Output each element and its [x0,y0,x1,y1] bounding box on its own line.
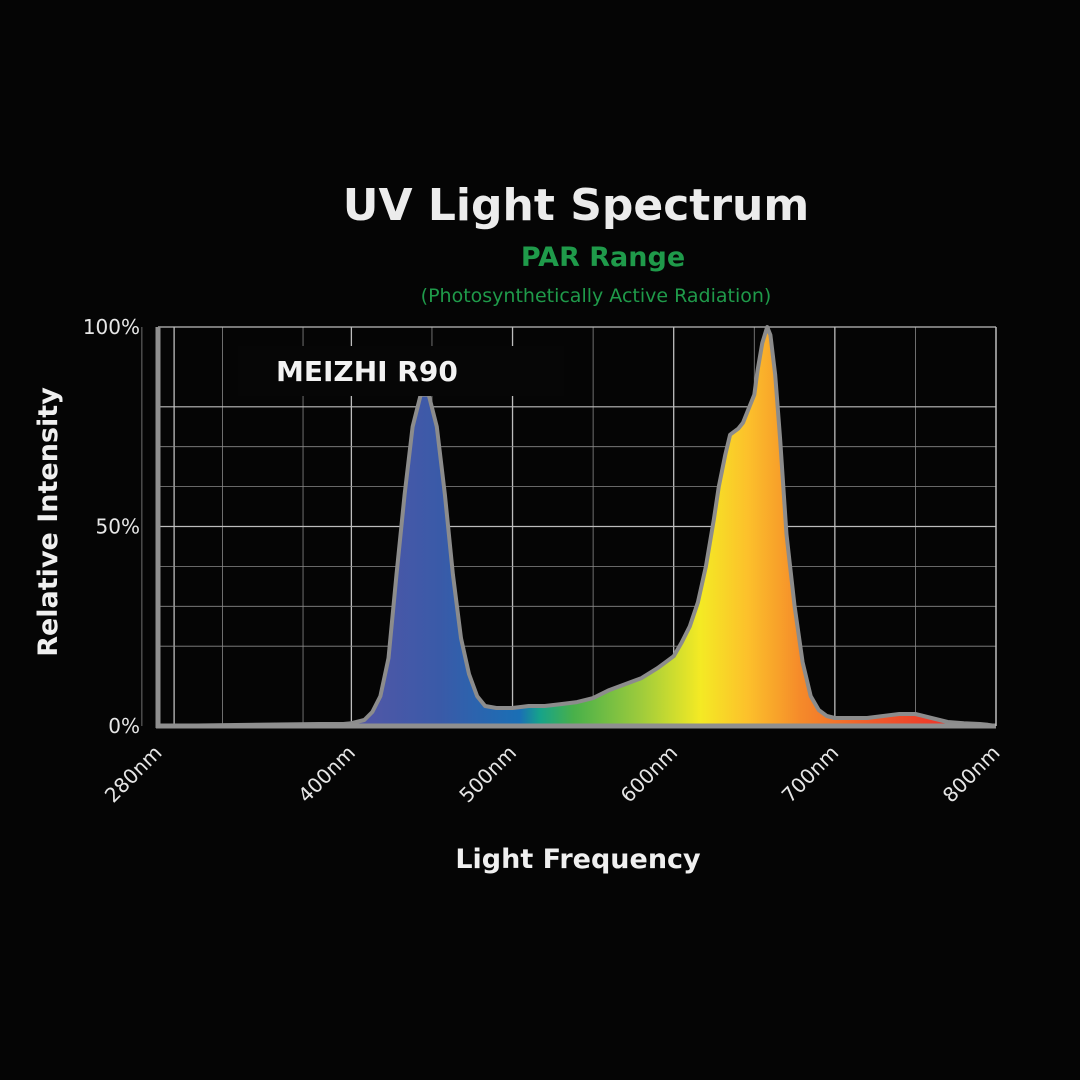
x-tick-label: 800nm [938,741,1005,808]
x-tick-label: 400nm [293,741,360,808]
x-tick-label: 700nm [777,741,844,808]
y-tick-label: 0% [108,714,140,738]
y-tick-label: 50% [96,515,140,539]
y-tick-label: 100% [83,315,140,339]
x-tick-label: 280nm [100,741,167,808]
chart-subtitle: PAR Range [520,242,686,273]
x-axis-title: Light Frequency [455,844,701,875]
chart-title: UV Light Spectrum [342,180,810,231]
x-tick-label: 600nm [616,741,683,808]
chart-axes [155,327,997,729]
series-label-box: MEIZHI R90 [238,346,564,396]
y-axis-title: Relative Intensity [33,387,64,657]
chart-subtitle-note: (Photosynthetically Active Radiation) [420,285,772,307]
series-label: MEIZHI R90 [276,355,458,388]
spectrum-area [319,327,996,726]
x-tick-label: 500nm [454,741,521,808]
series-label-background [238,346,564,396]
